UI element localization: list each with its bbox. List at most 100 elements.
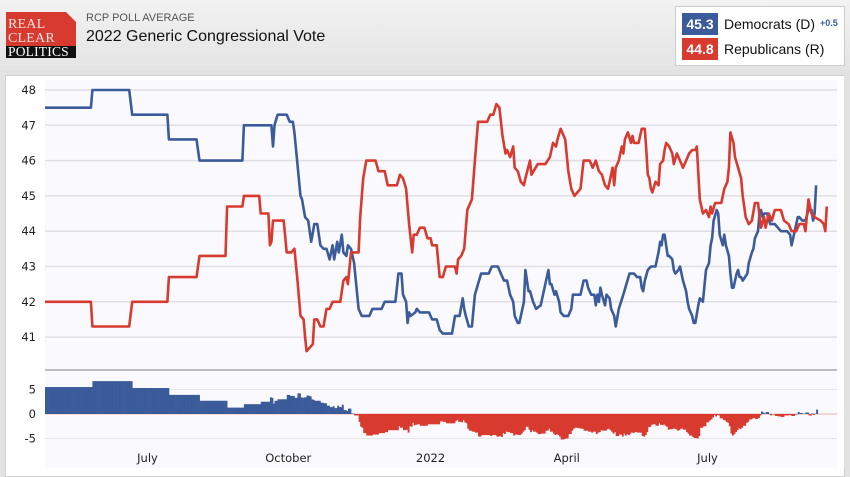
spread-bar-rep	[522, 414, 525, 432]
spread-bar-rep	[471, 414, 474, 432]
spread-bar-dem	[150, 388, 153, 414]
legend-item-republicans[interactable]: 44.8 Republicans (R)	[682, 38, 824, 60]
spread-bar-dem	[344, 410, 347, 414]
spread-bar-rep	[709, 414, 711, 421]
spread-bar-dem	[178, 394, 181, 414]
spread-bar-dem	[286, 394, 289, 414]
spread-bar-rep	[481, 414, 483, 436]
spread-bar-rep	[719, 414, 722, 419]
spread-bar-rep	[566, 414, 569, 439]
spread-bar-rep	[597, 414, 600, 433]
spread-bar-rep	[381, 414, 384, 434]
spread-bar-dem	[277, 399, 280, 414]
spread-bar-rep	[629, 414, 632, 434]
spread-bar-dem	[147, 388, 150, 414]
spread-bar-rep	[644, 414, 647, 436]
y-tick-label: 44	[21, 224, 36, 238]
spread-bar-dem	[208, 400, 211, 414]
spread-bar-rep	[447, 414, 450, 424]
scrollbar[interactable]	[844, 75, 850, 468]
spread-bar-rep	[546, 414, 549, 431]
spread-bar-rep	[399, 414, 402, 428]
spread-bar-rep	[637, 414, 640, 433]
spread-bar-dem	[262, 401, 265, 414]
spread-bar-dem	[268, 401, 271, 414]
spread-bar-rep	[517, 414, 520, 436]
spread-bar-rep	[684, 414, 687, 430]
spread-bar-rep	[676, 414, 679, 431]
spread-bar-dem	[297, 393, 300, 414]
spread-bar-dem	[213, 400, 216, 414]
spread-bar-rep	[551, 414, 554, 432]
spread-bar-rep	[634, 414, 636, 433]
spread-bar-dem	[803, 413, 806, 415]
spread-bar-rep	[661, 414, 664, 426]
spread-bar-rep	[606, 414, 609, 430]
spread-bar-rep	[536, 414, 539, 433]
spread-bar-dem	[107, 381, 110, 414]
spread-bar-rep	[497, 414, 500, 437]
spread-bar-rep	[372, 414, 375, 435]
spread-bar-rep	[395, 414, 398, 431]
spread-bar-rep	[455, 414, 457, 421]
spread-bar-rep	[575, 414, 578, 428]
spread-bar-rep	[571, 414, 574, 431]
spread-bar-rep	[713, 414, 716, 415]
spread-bar-rep	[712, 414, 715, 418]
spread-bar-rep	[392, 414, 395, 431]
spread-bar-dem	[220, 400, 223, 414]
spread-bar-dem	[144, 388, 147, 414]
spread-bar-dem	[116, 381, 119, 414]
spread-bar-dem	[289, 395, 292, 414]
spread-bar-rep	[525, 414, 528, 427]
x-tick-label: July	[696, 451, 718, 465]
spread-bar-rep	[808, 414, 811, 416]
spread-bar-rep	[540, 414, 543, 434]
spread-bar-dem	[205, 400, 208, 414]
spread-bar-rep	[612, 414, 615, 434]
spread-bar-rep	[669, 414, 672, 430]
spread-bar-rep	[422, 414, 425, 426]
spread-bar-rep	[653, 414, 656, 425]
spread-bar-rep	[493, 414, 496, 436]
spread-bar-dem	[95, 381, 98, 414]
spread-bar-rep	[401, 414, 404, 428]
spread-bar-dem	[245, 404, 248, 414]
spread-bar-dem	[77, 387, 80, 414]
spread-bar-dem	[340, 407, 343, 414]
spread-bar-rep	[683, 414, 685, 430]
spread-bar-rep	[580, 414, 583, 429]
rcp-logo[interactable]: REAL CLEAR POLITICS	[6, 12, 76, 59]
spread-bar-rep	[748, 414, 751, 420]
spread-bar-dem	[187, 394, 190, 414]
spread-bar-dem	[165, 388, 168, 414]
spread-bar-rep	[560, 414, 563, 440]
y-tick-label: 42	[21, 295, 36, 309]
logo-line-2: CLEAR	[8, 31, 55, 46]
spread-bar-rep	[442, 414, 445, 422]
spread-bar-rep	[448, 414, 451, 424]
spread-bar-rep	[617, 414, 620, 437]
x-tick-label: April	[554, 451, 580, 465]
spread-bar-rep	[386, 414, 389, 433]
spread-bar-dem	[74, 387, 76, 414]
spread-bar-rep	[507, 414, 509, 433]
spread-bar-rep	[640, 414, 643, 433]
spread-bar-dem	[239, 407, 242, 414]
legend-item-democrats[interactable]: 45.3 Democrats (D) +0.5	[682, 13, 838, 35]
republicans-line[interactable]	[45, 102, 829, 353]
spread-bar-dem	[60, 387, 63, 414]
democrats-line[interactable]	[45, 88, 818, 335]
spread-bar-dem	[185, 394, 188, 414]
spread-bar-rep	[574, 414, 577, 428]
spread-bar-rep	[543, 414, 546, 434]
spread-bar-dem	[182, 394, 185, 414]
spread-bar-rep	[735, 414, 737, 433]
spread-bar-rep	[614, 414, 617, 433]
spread-bar-dem	[81, 387, 84, 414]
spread-bar-dem	[765, 412, 768, 414]
spread-bar-rep	[756, 414, 759, 419]
spread-bar-dem	[123, 381, 125, 414]
spread-bar-rep	[433, 414, 436, 425]
